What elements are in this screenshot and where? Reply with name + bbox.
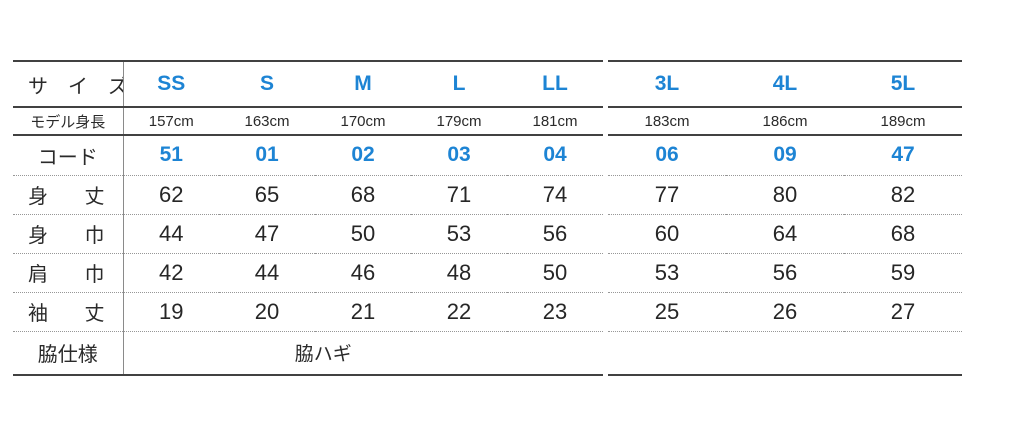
row-body-width: 身 巾 44 47 50 53 56 <box>13 214 603 254</box>
row-label-code: コード <box>13 135 124 176</box>
col-header-ll: LL <box>507 60 603 108</box>
row-sleeve-length: 袖 丈 19 20 21 22 23 <box>13 292 603 332</box>
row-body-width: 60 64 68 <box>608 214 962 254</box>
col-header-ss: SS <box>123 60 219 108</box>
measure-cell: 44 <box>219 253 315 293</box>
code-cell: 03 <box>411 135 507 176</box>
code-cell: 06 <box>608 135 726 176</box>
row-code: 06 09 47 <box>608 135 962 176</box>
row-side-spec <box>608 331 962 376</box>
side-spec-value: 脇ハギ <box>123 331 603 376</box>
measure-cell: 68 <box>315 175 411 215</box>
model-height-cell: 163cm <box>219 107 315 136</box>
row-label-side-spec: 脇仕様 <box>13 331 124 376</box>
measure-cell: 26 <box>726 292 844 332</box>
measure-cell: 56 <box>507 214 603 254</box>
size-table-large: 3L 4L 5L 183cm 186cm 189cm 06 09 47 77 8… <box>608 60 962 376</box>
row-shoulder-width: 53 56 59 <box>608 253 962 293</box>
measure-cell: 48 <box>411 253 507 293</box>
measure-cell: 56 <box>726 253 844 293</box>
measure-cell: 46 <box>315 253 411 293</box>
model-height-cell: 157cm <box>123 107 219 136</box>
row-label-body-width: 身 巾 <box>13 214 124 254</box>
row-label-shoulder-width: 肩 巾 <box>13 253 124 293</box>
row-label-body-length: 身 丈 <box>13 175 124 215</box>
measure-cell: 42 <box>123 253 219 293</box>
code-cell: 47 <box>844 135 962 176</box>
measure-cell: 44 <box>123 214 219 254</box>
model-height-cell: 189cm <box>844 107 962 136</box>
measure-cell: 60 <box>608 214 726 254</box>
size-chart: サ イ ズ SS S M L LL モデル身長 157cm 163cm 170c… <box>13 60 962 376</box>
row-body-length: 77 80 82 <box>608 175 962 215</box>
side-spec-empty-cell <box>608 331 962 376</box>
row-sleeve-length: 25 26 27 <box>608 292 962 332</box>
row-body-length: 身 丈 62 65 68 71 74 <box>13 175 603 215</box>
measure-cell: 20 <box>219 292 315 332</box>
measure-cell: 82 <box>844 175 962 215</box>
measure-cell: 22 <box>411 292 507 332</box>
model-height-cell: 179cm <box>411 107 507 136</box>
code-cell: 51 <box>123 135 219 176</box>
row-size: 3L 4L 5L <box>608 60 962 108</box>
measure-cell: 65 <box>219 175 315 215</box>
measure-cell: 62 <box>123 175 219 215</box>
model-height-cell: 183cm <box>608 107 726 136</box>
row-code: コード 51 01 02 03 04 <box>13 135 603 176</box>
row-model-height: 183cm 186cm 189cm <box>608 107 962 136</box>
measure-cell: 59 <box>844 253 962 293</box>
measure-cell: 50 <box>507 253 603 293</box>
measure-cell: 64 <box>726 214 844 254</box>
code-cell: 04 <box>507 135 603 176</box>
model-height-cell: 181cm <box>507 107 603 136</box>
row-label-model-height: モデル身長 <box>13 107 124 136</box>
code-cell: 09 <box>726 135 844 176</box>
measure-cell: 25 <box>608 292 726 332</box>
measure-cell: 71 <box>411 175 507 215</box>
col-header-l: L <box>411 60 507 108</box>
measure-cell: 53 <box>608 253 726 293</box>
measure-cell: 47 <box>219 214 315 254</box>
row-label-sleeve-length: 袖 丈 <box>13 292 124 332</box>
measure-cell: 27 <box>844 292 962 332</box>
measure-cell: 74 <box>507 175 603 215</box>
measure-cell: 80 <box>726 175 844 215</box>
col-header-5l: 5L <box>844 60 962 108</box>
code-cell: 02 <box>315 135 411 176</box>
code-cell: 01 <box>219 135 315 176</box>
row-size: サ イ ズ SS S M L LL <box>13 60 603 108</box>
measure-cell: 77 <box>608 175 726 215</box>
row-model-height: モデル身長 157cm 163cm 170cm 179cm 181cm <box>13 107 603 136</box>
size-table-regular: サ イ ズ SS S M L LL モデル身長 157cm 163cm 170c… <box>13 60 603 376</box>
row-shoulder-width: 肩 巾 42 44 46 48 50 <box>13 253 603 293</box>
measure-cell: 50 <box>315 214 411 254</box>
measure-cell: 19 <box>123 292 219 332</box>
col-header-s: S <box>219 60 315 108</box>
measure-cell: 53 <box>411 214 507 254</box>
row-label-size: サ イ ズ <box>13 60 124 108</box>
measure-cell: 68 <box>844 214 962 254</box>
model-height-cell: 170cm <box>315 107 411 136</box>
row-side-spec: 脇仕様 脇ハギ <box>13 331 603 376</box>
col-header-3l: 3L <box>608 60 726 108</box>
model-height-cell: 186cm <box>726 107 844 136</box>
measure-cell: 23 <box>507 292 603 332</box>
col-header-4l: 4L <box>726 60 844 108</box>
measure-cell: 21 <box>315 292 411 332</box>
col-header-m: M <box>315 60 411 108</box>
